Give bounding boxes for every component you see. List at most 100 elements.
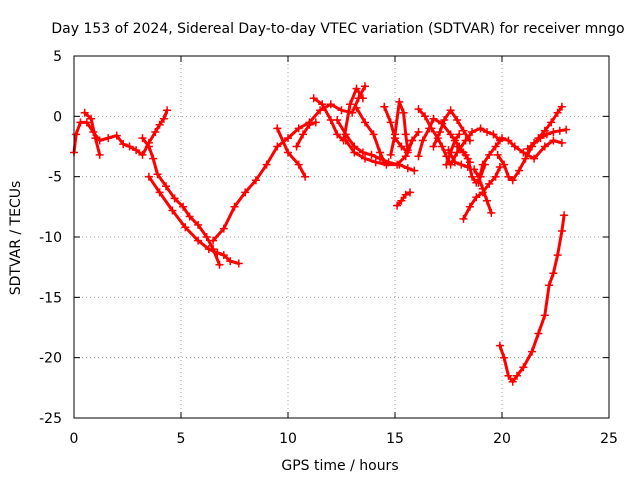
data-point-marker: [397, 142, 406, 151]
data-point-marker: [523, 144, 532, 153]
data-point-marker: [504, 172, 513, 181]
data-point-marker: [459, 214, 468, 223]
data-point-marker: [491, 142, 500, 151]
data-point-marker: [450, 136, 459, 145]
series-arc-11: [352, 103, 389, 167]
data-point-marker: [352, 84, 361, 93]
series-arc-2: [80, 108, 104, 159]
data-point-marker: [350, 148, 359, 157]
data-point-marker: [284, 148, 292, 157]
data-point-marker: [72, 130, 81, 139]
x-axis-ticks: 0 5 10 15 20 25: [70, 56, 618, 447]
y-tick-label: -20: [39, 351, 62, 367]
data-point-marker: [403, 164, 412, 173]
data-point-marker: [536, 134, 545, 143]
data-point-marker: [132, 146, 141, 155]
data-point-marker: [301, 172, 310, 181]
data-point-marker: [144, 172, 153, 181]
y-tick-label: -5: [48, 170, 62, 186]
x-axis-label: GPS time / hours: [281, 458, 398, 474]
series-arc-26: [495, 211, 569, 386]
data-point-marker: [465, 136, 474, 145]
series-arc-4: [144, 172, 243, 268]
data-point-marker: [299, 130, 307, 139]
data-point-marker: [386, 150, 395, 159]
series-trace: [498, 213, 566, 384]
data-point-marker: [194, 220, 203, 229]
data-point-marker: [504, 371, 513, 380]
data-point-marker: [181, 223, 190, 232]
x-tick-label: 25: [600, 431, 618, 447]
data-point-marker: [446, 106, 455, 115]
data-point-marker: [82, 118, 91, 127]
x-tick-label: 5: [177, 431, 186, 447]
data-point-marker: [395, 97, 404, 106]
series-arc-10: [341, 136, 419, 175]
data-point-marker: [504, 136, 513, 145]
data-point-marker: [273, 142, 282, 151]
data-point-marker: [414, 128, 423, 136]
data-point-marker: [367, 150, 376, 159]
data-point-marker: [557, 227, 566, 235]
data-point-marker: [155, 120, 164, 129]
series-trace: [275, 126, 307, 179]
data-point-marker: [294, 124, 303, 133]
data-point-marker: [292, 142, 301, 151]
series-trace: [147, 175, 241, 265]
data-point-marker: [457, 160, 466, 169]
data-point-marker: [318, 100, 327, 109]
data-point-marker: [401, 190, 410, 199]
data-point-marker: [446, 148, 455, 157]
data-point-marker: [234, 259, 243, 268]
data-point-marker: [226, 257, 235, 266]
data-point-marker: [326, 100, 335, 109]
data-point-marker: [453, 142, 462, 151]
data-point-marker: [403, 146, 412, 155]
data-point-marker: [170, 194, 179, 203]
data-point-marker: [395, 160, 404, 169]
x-tick-label: 0: [70, 431, 79, 447]
data-point-marker: [435, 128, 444, 136]
data-point-marker: [421, 112, 429, 121]
data-point-marker: [446, 130, 455, 139]
data-point-marker: [547, 118, 556, 127]
y-tick-label: -15: [39, 290, 62, 306]
data-point-marker: [91, 134, 100, 143]
data-point-marker: [545, 281, 554, 290]
data-point-marker: [487, 208, 496, 217]
data-point-marker: [508, 377, 517, 386]
series-trace: [295, 120, 318, 148]
data-point-marker: [213, 248, 222, 257]
data-point-marker: [472, 193, 481, 202]
data-point-marker: [521, 154, 530, 163]
data-point-marker: [429, 142, 438, 151]
data-point-marker: [459, 148, 468, 157]
data-point-marker: [500, 353, 509, 362]
data-point-marker: [80, 108, 89, 117]
data-point-marker: [450, 158, 459, 167]
data-point-marker: [294, 160, 303, 169]
data-point-marker: [341, 136, 350, 145]
series-trace: [312, 87, 365, 142]
series-trace: [496, 105, 564, 182]
x-tick-label: 15: [386, 431, 404, 447]
data-point-marker: [391, 130, 399, 139]
data-point-marker: [453, 116, 462, 124]
data-point-marker: [474, 178, 483, 187]
series-arc-3: [138, 134, 224, 269]
data-point-marker: [369, 130, 378, 139]
series-trace: [395, 190, 412, 208]
y-axis-ticks: 5 0 -5 -10 -15 -20 -25: [39, 49, 609, 427]
data-point-marker: [119, 140, 128, 149]
data-point-marker: [476, 124, 485, 133]
data-point-marker: [219, 224, 228, 233]
data-point-marker: [179, 202, 188, 211]
data-point-marker: [519, 363, 528, 372]
data-point-marker: [361, 82, 369, 91]
data-point-marker: [273, 124, 282, 133]
series-arc-25: [523, 125, 571, 153]
series-trace: [444, 132, 461, 167]
data-point-marker: [393, 201, 402, 210]
data-point-marker: [185, 212, 194, 221]
data-point-marker: [442, 160, 451, 169]
